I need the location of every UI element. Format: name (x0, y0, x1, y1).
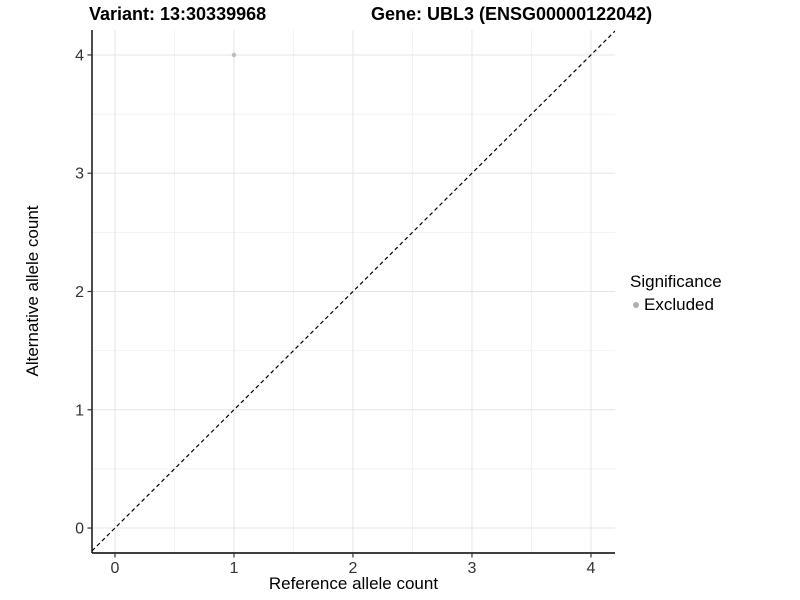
svg-text:2: 2 (75, 284, 84, 301)
x-axis-label: Reference allele count (268, 574, 439, 593)
y-axis-label: Alternative allele count (23, 205, 42, 377)
svg-text:1: 1 (75, 402, 84, 419)
svg-text:1: 1 (230, 560, 239, 577)
gene-title: Gene: UBL3 (ENSG00000122042) (371, 4, 653, 24)
legend-item-excluded: Excluded (630, 295, 722, 315)
legend-item-label: Excluded (644, 295, 714, 314)
legend-title: Significance (630, 272, 722, 291)
svg-text:4: 4 (75, 47, 84, 64)
svg-text:3: 3 (468, 560, 477, 577)
excluded-point-icon (633, 302, 639, 308)
svg-text:3: 3 (75, 166, 84, 183)
svg-text:0: 0 (75, 521, 84, 538)
svg-text:4: 4 (587, 560, 596, 577)
svg-text:2: 2 (349, 560, 358, 577)
svg-text:0: 0 (111, 560, 120, 577)
legend: Significance Excluded (630, 272, 722, 315)
data-point (231, 52, 237, 58)
variant-title: Variant: 13:30339968 (89, 4, 267, 24)
